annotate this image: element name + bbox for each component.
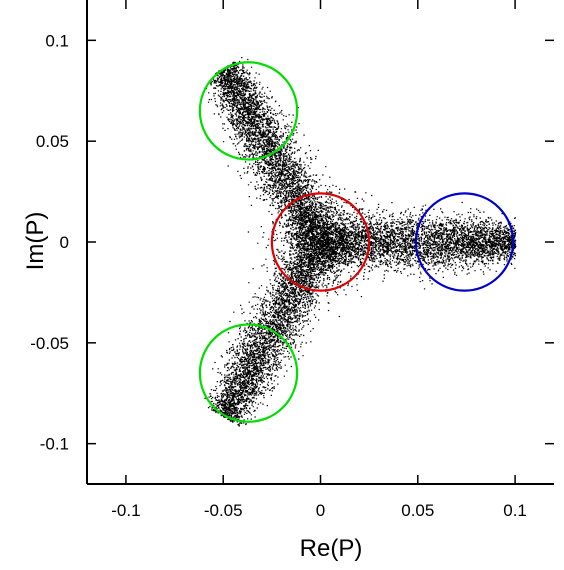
region-circle-4 bbox=[198, 323, 299, 423]
x-tick-label: -0.1 bbox=[111, 501, 140, 520]
scatter-points bbox=[204, 57, 517, 427]
tick-labels: -0.1 -0.05 0 0.05 0.1 -0.1 -0.05 0 0.05 0.1 bbox=[30, 0, 554, 520]
region-circles bbox=[198, 61, 515, 423]
x-axis-label: Re(P) bbox=[300, 535, 363, 562]
x-tick-label: -0.05 bbox=[204, 501, 243, 520]
y-tick-label: 0 bbox=[60, 233, 69, 252]
y-tick-label: 0.05 bbox=[36, 132, 69, 151]
y-tick-label: -0.05 bbox=[30, 334, 69, 353]
x-tick-label: 0 bbox=[316, 501, 325, 520]
y-axis-label: Im(P) bbox=[22, 212, 49, 271]
y-tick-label: -0.1 bbox=[40, 435, 69, 454]
region-circle-2 bbox=[414, 192, 515, 292]
x-tick-label: 0.05 bbox=[401, 501, 434, 520]
region-circle-1 bbox=[270, 192, 371, 292]
scatter-point-cloud bbox=[204, 57, 517, 427]
y-tick-label: 0.1 bbox=[45, 31, 69, 50]
x-tick-label: 0.1 bbox=[503, 501, 527, 520]
region-circle-3 bbox=[198, 61, 299, 161]
